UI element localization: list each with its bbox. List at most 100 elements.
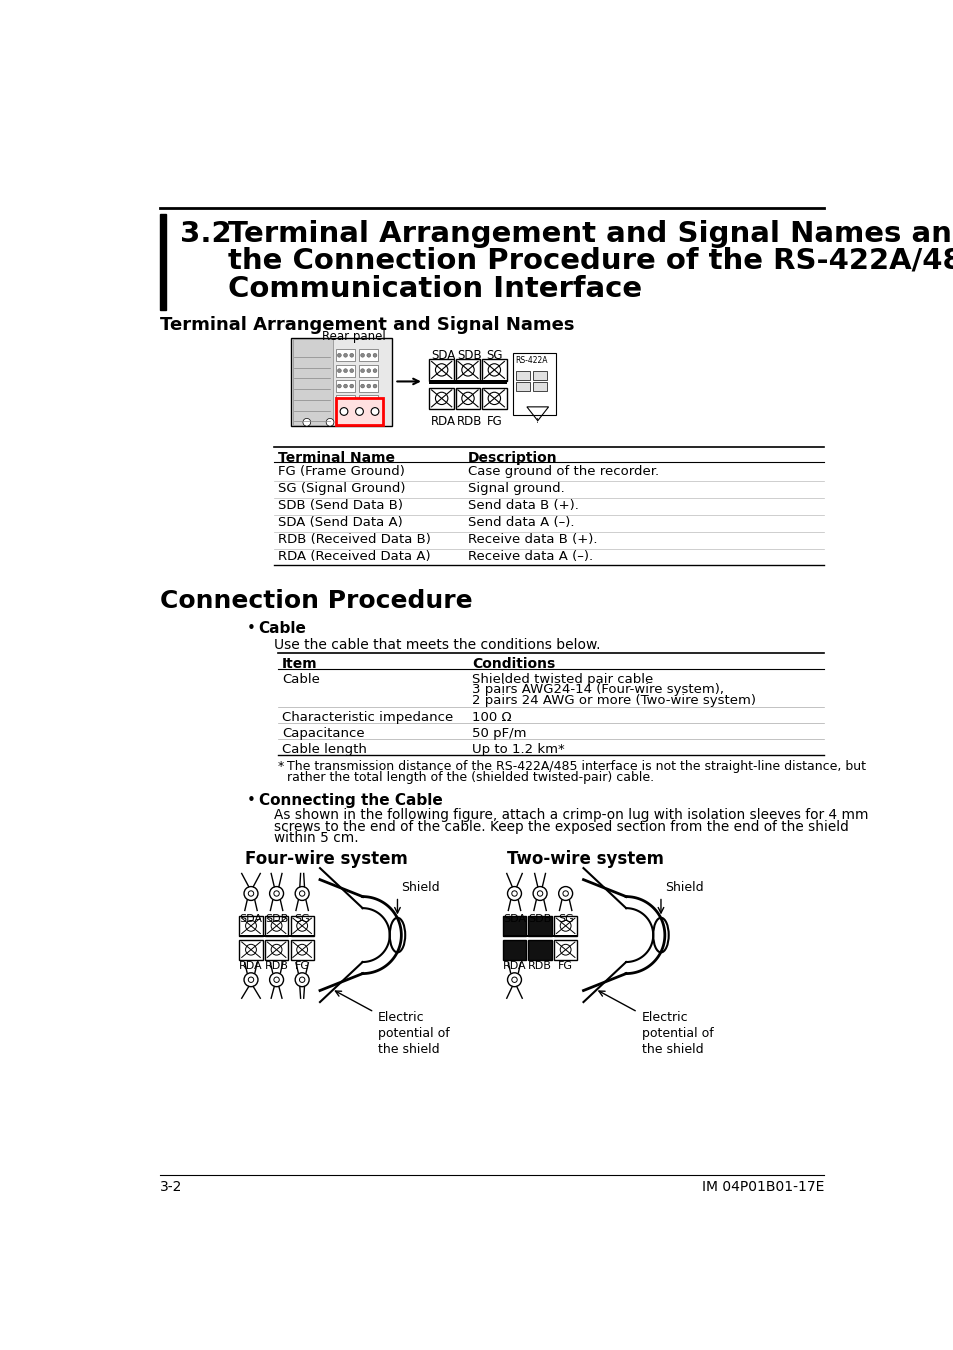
Text: SG (Signal Ground): SG (Signal Ground) (278, 482, 405, 495)
Text: Use the cable that meets the conditions below.: Use the cable that meets the conditions … (274, 637, 600, 652)
Circle shape (435, 363, 447, 377)
Circle shape (461, 393, 474, 405)
Circle shape (373, 354, 376, 358)
Bar (502, 915, 525, 936)
Bar (293, 339, 333, 424)
Circle shape (559, 944, 571, 954)
Bar (291, 940, 314, 960)
Text: Capacitance: Capacitance (282, 728, 364, 740)
Circle shape (360, 385, 364, 387)
Circle shape (558, 887, 572, 900)
Circle shape (350, 369, 354, 373)
Bar (456, 387, 480, 409)
Bar (481, 387, 506, 409)
Circle shape (435, 393, 447, 405)
Circle shape (294, 973, 309, 987)
Text: 3 pairs AWG24-14 (Four-wire system),: 3 pairs AWG24-14 (Four-wire system), (472, 683, 723, 697)
Bar (429, 359, 454, 381)
Bar (335, 350, 355, 362)
Circle shape (537, 891, 542, 896)
Text: Case ground of the recorder.: Case ground of the recorder. (468, 466, 659, 478)
Text: Terminal Arrangement and Signal Names and: Terminal Arrangement and Signal Names an… (228, 220, 953, 248)
Bar (516, 382, 530, 391)
Circle shape (367, 414, 371, 418)
Circle shape (271, 944, 282, 954)
Circle shape (371, 408, 378, 416)
Circle shape (244, 973, 257, 987)
Circle shape (533, 887, 546, 900)
Text: SDA: SDA (502, 914, 525, 923)
Text: Cable: Cable (282, 672, 319, 686)
Bar (528, 915, 551, 936)
Text: 100 Ω: 100 Ω (472, 711, 511, 724)
Circle shape (373, 385, 376, 387)
Circle shape (274, 891, 279, 896)
Text: SDA: SDA (239, 914, 262, 923)
Circle shape (343, 385, 347, 387)
Bar (554, 915, 577, 936)
Circle shape (367, 385, 371, 387)
Text: FG: FG (558, 961, 573, 971)
Bar (335, 364, 355, 377)
Circle shape (559, 921, 571, 931)
Circle shape (296, 944, 307, 954)
Circle shape (350, 414, 354, 418)
Text: Cable: Cable (258, 621, 306, 636)
Bar (502, 936, 577, 937)
Text: SDA (Send Data A): SDA (Send Data A) (278, 516, 402, 529)
Text: Description: Description (468, 451, 558, 464)
Text: Receive data A (–).: Receive data A (–). (468, 549, 593, 563)
Circle shape (355, 408, 363, 416)
Text: Four-wire system: Four-wire system (245, 850, 407, 868)
Circle shape (343, 414, 347, 418)
Circle shape (367, 369, 371, 373)
Circle shape (299, 977, 305, 983)
Text: 3.2: 3.2 (179, 220, 231, 248)
Text: Terminal Name: Terminal Name (278, 451, 395, 464)
Text: Up to 1.2 km*: Up to 1.2 km* (472, 744, 564, 756)
Circle shape (270, 887, 283, 900)
Text: SDB (Send Data B): SDB (Send Data B) (278, 500, 403, 512)
Bar (291, 915, 314, 936)
Text: *: * (278, 760, 284, 774)
Circle shape (248, 977, 253, 983)
Text: RDA (Received Data A): RDA (Received Data A) (278, 549, 431, 563)
Circle shape (296, 921, 307, 931)
Text: As shown in the following figure, attach a crimp-on lug with isolation sleeves f: As shown in the following figure, attach… (274, 809, 868, 822)
Text: Characteristic impedance: Characteristic impedance (282, 711, 453, 724)
Text: Terminal Arrangement and Signal Names: Terminal Arrangement and Signal Names (159, 316, 574, 333)
Circle shape (488, 363, 500, 377)
Text: SDB: SDB (528, 914, 551, 923)
Bar (359, 379, 377, 393)
Text: RS-422A: RS-422A (515, 356, 547, 365)
Circle shape (373, 369, 376, 373)
Circle shape (461, 363, 474, 377)
Bar (335, 396, 355, 408)
Text: RDA: RDA (239, 961, 262, 971)
Bar (429, 379, 506, 383)
Text: within 5 cm.: within 5 cm. (274, 832, 358, 845)
Circle shape (511, 977, 517, 983)
Text: the Connection Procedure of the RS-422A/485: the Connection Procedure of the RS-422A/… (228, 247, 953, 274)
Bar (265, 915, 288, 936)
Circle shape (350, 354, 354, 358)
Bar (533, 371, 546, 379)
Text: IM 04P01B01-17E: IM 04P01B01-17E (701, 1180, 823, 1193)
Text: SG: SG (558, 914, 573, 923)
Bar (528, 940, 551, 960)
Circle shape (245, 921, 256, 931)
Bar (359, 396, 377, 408)
Circle shape (350, 400, 354, 404)
Bar (239, 915, 262, 936)
Bar (335, 398, 382, 425)
Text: SG: SG (486, 350, 502, 362)
Circle shape (367, 354, 371, 358)
Bar (335, 410, 355, 423)
Circle shape (337, 385, 341, 387)
Text: 50 pF/m: 50 pF/m (472, 728, 526, 740)
Text: Conditions: Conditions (472, 657, 555, 671)
Bar (291, 338, 392, 427)
Circle shape (299, 891, 305, 896)
Ellipse shape (390, 918, 405, 952)
Circle shape (373, 400, 376, 404)
